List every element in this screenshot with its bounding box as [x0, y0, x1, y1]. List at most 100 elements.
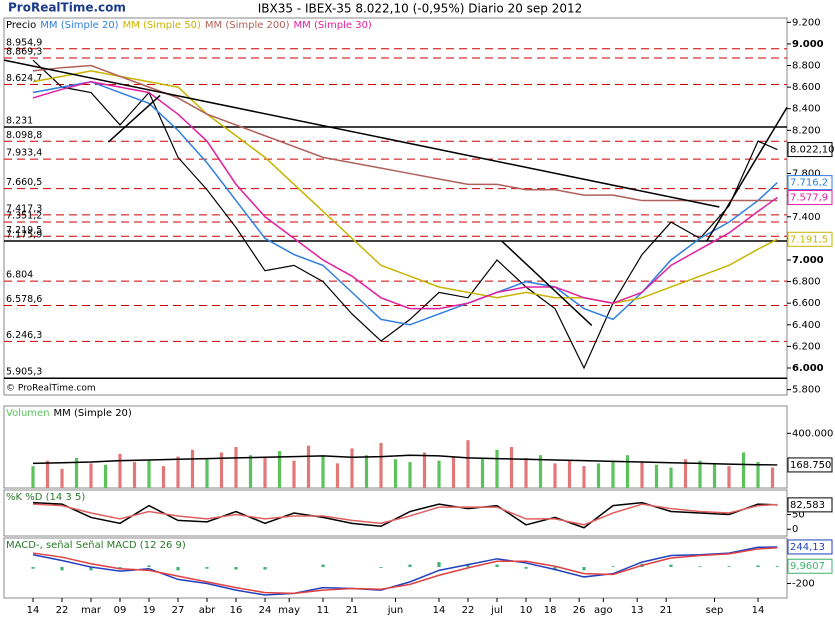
bar: [31, 567, 35, 569]
level-label: 8.624,7: [6, 73, 42, 84]
legend-entry: MM (Simple 20): [54, 408, 132, 419]
legend-entry: MM (Simple 50): [123, 20, 201, 31]
y-tick-label: 8.400: [792, 104, 821, 115]
bar: [553, 463, 557, 488]
series-line: [32, 80, 778, 326]
x-tick-label: jun: [387, 605, 403, 616]
y-tick-label: 9.000: [792, 39, 824, 50]
series-line: [32, 70, 778, 304]
bar: [640, 462, 644, 488]
bar: [118, 453, 122, 488]
bar: [553, 567, 557, 571]
bar: [524, 457, 528, 488]
value-box: [787, 558, 833, 574]
y-tick-label: 6.400: [792, 320, 821, 331]
bar: [234, 567, 238, 570]
bar: [190, 449, 195, 488]
bar: [161, 466, 166, 488]
bar: [364, 455, 369, 488]
bar: [509, 447, 514, 488]
series-line: [32, 547, 778, 595]
bar: [683, 459, 688, 488]
y-tick-label: 7.000: [792, 255, 824, 266]
y-tick-label: 6.000: [792, 363, 824, 374]
level-label: 8.098,8: [6, 130, 42, 141]
y-tick-label: 9.200: [792, 17, 821, 28]
legend-entry: Precio: [6, 20, 36, 31]
x-tick-label: 14: [433, 605, 446, 616]
bar: [582, 567, 586, 571]
level-label: 8.869,3: [6, 47, 42, 58]
value-box-label: 7.191,5: [790, 234, 828, 245]
bar: [408, 564, 412, 568]
bar: [611, 566, 615, 568]
bar: [176, 567, 180, 571]
series-line: [32, 64, 778, 202]
series-line: [32, 454, 778, 466]
bar: [408, 462, 412, 488]
y-tick-label: 6.200: [792, 341, 821, 352]
x-tick-label: 18: [544, 605, 557, 616]
bar: [422, 452, 427, 488]
y-tick-label: 8.200: [792, 125, 821, 136]
series-line: [32, 59, 778, 370]
bar: [712, 463, 717, 488]
value-box-label: 168.750: [790, 460, 831, 471]
series-line: [32, 503, 778, 526]
bar: [321, 564, 325, 568]
x-tick-label: 10: [520, 605, 533, 616]
bar: [74, 457, 79, 488]
x-tick-label: 22: [56, 605, 69, 616]
level-label: 7.219,5: [6, 225, 42, 236]
bar: [596, 463, 601, 488]
y-tick-label: 7.800: [792, 169, 821, 180]
bar: [524, 567, 528, 569]
bar: [654, 464, 659, 488]
y-tick-label: 8.600: [792, 82, 821, 93]
bar: [350, 448, 354, 488]
bar: [31, 466, 35, 488]
value-box: [787, 175, 833, 191]
bar: [669, 467, 673, 488]
level-label: 7.417,3: [6, 203, 42, 214]
bar: [495, 449, 499, 488]
bar: [625, 455, 630, 488]
level-label: 7.660,5: [6, 177, 42, 188]
y-tick-label: 0: [792, 524, 798, 535]
x-tick-label: 21: [660, 605, 673, 616]
bar: [741, 452, 746, 488]
x-tick-label: 27: [172, 605, 185, 616]
bar: [495, 564, 499, 568]
bar: [263, 457, 267, 488]
panel-title: MACD-, señal Señal MACD (12 26 9): [6, 540, 186, 551]
bar: [103, 464, 108, 488]
bar: [89, 463, 93, 488]
trend-line: [706, 106, 788, 242]
value-box-label: 8.022,10: [790, 145, 835, 156]
level-label: 6.246,3: [6, 330, 42, 341]
level-label: 6.804: [6, 270, 33, 281]
bar: [567, 460, 572, 488]
legend-entry: MM (Simple 20): [40, 20, 118, 31]
x-tick-label: may: [278, 605, 300, 616]
bar: [466, 563, 470, 568]
bar: [234, 447, 238, 488]
value-box-label: 9,9607: [790, 561, 825, 572]
bar: [466, 440, 470, 488]
level-label: 7.933,4: [6, 148, 42, 159]
bar: [451, 456, 456, 488]
bar: [379, 442, 383, 488]
level-label: 7.351,2: [6, 211, 42, 222]
value-box: [787, 539, 833, 555]
y-tick-label: 6.600: [792, 298, 821, 309]
bar: [89, 567, 93, 571]
x-tick-label: mar: [81, 605, 102, 616]
level-label: 6.578,6: [6, 294, 42, 305]
bar: [277, 451, 282, 488]
watermark: © ProRealTime.com: [6, 384, 96, 394]
legend-entry: MM (Simple 30): [294, 20, 372, 31]
bar: [176, 456, 180, 488]
bar: [669, 564, 673, 568]
bar: [582, 466, 586, 488]
level-label: 8.231: [6, 115, 33, 126]
